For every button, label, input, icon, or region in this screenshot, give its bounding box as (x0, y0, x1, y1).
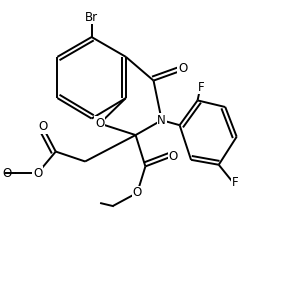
Text: F: F (197, 81, 204, 94)
Text: O: O (95, 117, 104, 130)
Text: Br: Br (85, 11, 98, 24)
Text: F: F (232, 176, 238, 189)
Text: O: O (33, 166, 42, 179)
Text: N: N (157, 114, 166, 127)
Text: O: O (133, 186, 142, 199)
Text: O: O (38, 120, 47, 133)
Text: O: O (168, 150, 178, 163)
Text: O: O (178, 62, 187, 75)
Text: O: O (3, 166, 12, 179)
